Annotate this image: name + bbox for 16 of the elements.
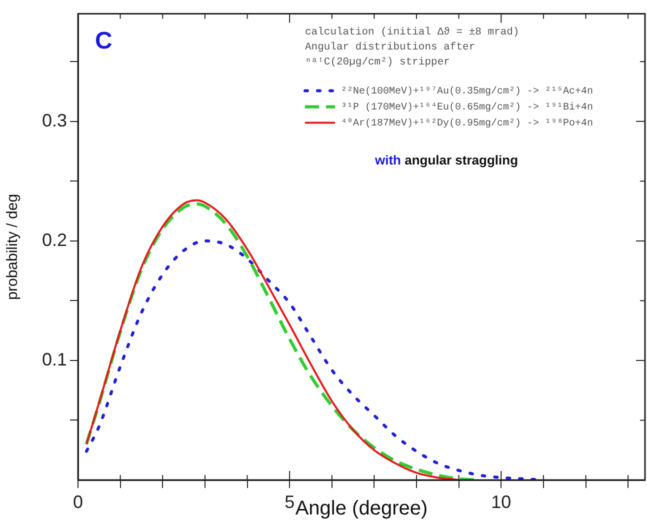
y-tick-label: 0.3 (42, 110, 67, 130)
y-axis-title: probability / deg (4, 194, 22, 300)
legend-label: ²²Ne(100MeV)+¹⁹⁷Au(0.35mg/cm²) -> ²¹⁵Ac+4n (341, 85, 594, 98)
x-tick-label: 5 (284, 492, 295, 512)
annotation: with angular straggling (374, 152, 518, 168)
x-tick-label: 0 (72, 492, 84, 512)
legend-label: ³¹P (170MeV)+¹⁶⁴Eu(0.65mg/cm²) -> ¹⁹¹Bi+4n (341, 101, 594, 114)
annotation: C (95, 27, 112, 54)
x-tick-label: 10 (491, 492, 512, 512)
x-axis-title: Angle (degree) (295, 498, 428, 520)
annotation: calculation (initial Δϑ = ±8 mrad) (305, 26, 520, 39)
y-tick-label: 0.1 (42, 349, 67, 370)
y-tick-label: 0.2 (42, 230, 67, 250)
annotation: Angular distributions after (305, 42, 476, 54)
annotation: ⁿᵃᵗC(20µg/cm²) stripper (305, 56, 450, 69)
legend-label: ⁴⁰Ar(187MeV)+¹⁶²Dy(0.95mg/cm²) -> ¹⁹⁸Po+4n (341, 117, 594, 130)
